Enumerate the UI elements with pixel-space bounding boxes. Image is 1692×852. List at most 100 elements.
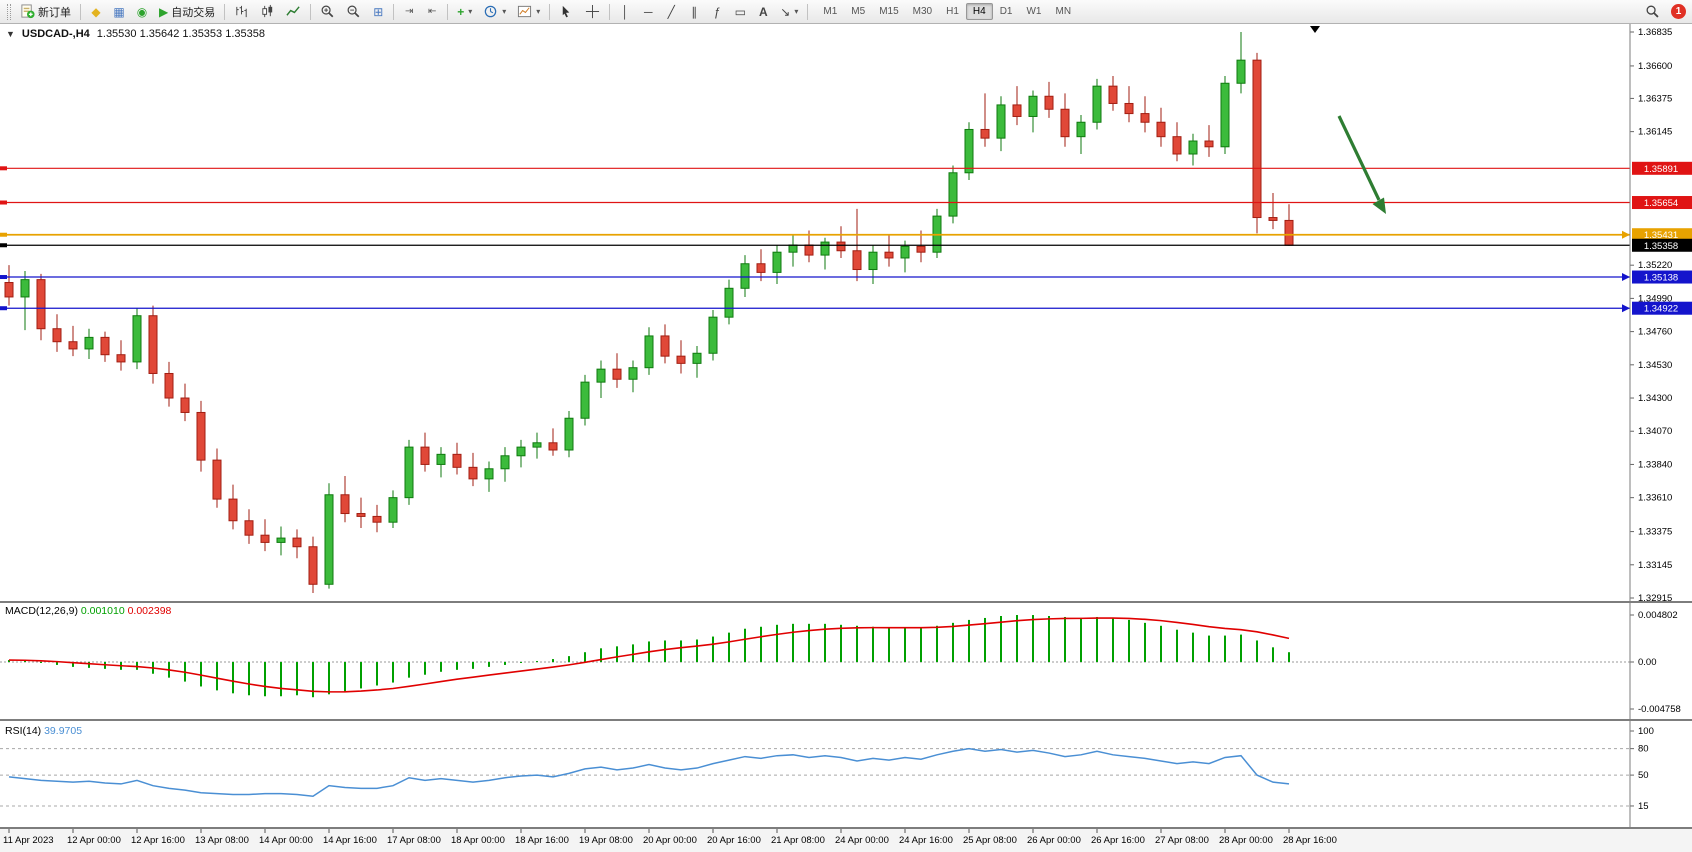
timeframe-mn-button[interactable]: MN — [1055, 6, 1072, 17]
horizontal-line-icon: ─ — [644, 4, 653, 19]
cursor-icon — [563, 5, 570, 18]
svg-text:28 Apr 16:00: 28 Apr 16:00 — [1283, 835, 1337, 846]
zoom-out-icon — [347, 5, 360, 18]
toolbar-separator — [224, 3, 226, 20]
horizontal-line-button[interactable]: ─ — [637, 2, 659, 22]
svg-text:1.34300: 1.34300 — [1638, 393, 1672, 404]
arrow-annotation[interactable] — [1337, 115, 1386, 214]
svg-text:24 Apr 16:00: 24 Apr 16:00 — [899, 835, 953, 846]
svg-text:1.33145: 1.33145 — [1638, 560, 1672, 571]
svg-text:1.34760: 1.34760 — [1638, 327, 1672, 338]
timeframe-m30-button[interactable]: M30 — [912, 6, 933, 17]
shapes-button[interactable]: ▭ — [729, 2, 751, 22]
candlestick-chart-button[interactable] — [255, 2, 280, 22]
shapes-icon: ▭ — [734, 4, 746, 19]
chart-shift-marker[interactable] — [1310, 26, 1320, 33]
timeframe-h1-button[interactable]: H1 — [946, 6, 959, 17]
autotrading-button[interactable]: ▶ 自动交易 — [154, 2, 220, 22]
hline-1.35431[interactable]: 1.35431 — [0, 228, 1692, 242]
tile-windows-button[interactable]: ⊞ — [367, 2, 389, 22]
toolbar-separator — [609, 3, 611, 20]
svg-text:1.36375: 1.36375 — [1638, 93, 1672, 104]
bar-chart-icon — [236, 5, 247, 18]
clock-icon — [485, 5, 497, 18]
timeframe-m1-button[interactable]: M1 — [823, 6, 838, 17]
arrows-tool-button[interactable]: ↘ ▾ — [775, 2, 803, 22]
zoom-in-icon — [321, 5, 334, 18]
crosshair-button[interactable] — [580, 2, 605, 22]
new-order-icon — [21, 4, 35, 19]
text-tool-button[interactable]: A — [752, 2, 774, 22]
timeframe-w1-button[interactable]: W1 — [1026, 6, 1042, 17]
svg-text:0.00: 0.00 — [1638, 657, 1657, 668]
channel-button[interactable]: ∥ — [683, 2, 705, 22]
data-window-button[interactable]: ▦ — [108, 2, 130, 22]
chevron-down-icon: ▾ — [468, 7, 473, 16]
zoom-out-button[interactable] — [341, 2, 366, 22]
autotrading-label: 自动交易 — [171, 6, 216, 19]
toolbar-separator — [447, 3, 449, 20]
zoom-in-button[interactable] — [315, 2, 340, 22]
hline-1.35654[interactable]: 1.35654 — [0, 196, 1692, 210]
svg-text:11 Apr 2023: 11 Apr 2023 — [3, 835, 54, 846]
svg-text:1.36145: 1.36145 — [1638, 127, 1672, 138]
text-tool-icon: A — [758, 4, 768, 19]
toolbar-grip[interactable] — [7, 3, 11, 20]
vertical-line-button[interactable]: │ — [614, 2, 636, 22]
svg-text:-0.004758: -0.004758 — [1638, 704, 1681, 715]
vertical-line-icon: │ — [621, 4, 630, 19]
chevron-down-icon: ▾ — [794, 7, 799, 16]
notification-badge[interactable]: 1 — [1671, 4, 1686, 19]
fibonacci-button[interactable]: ƒ — [706, 2, 728, 22]
timeframe-d1-button[interactable]: D1 — [999, 6, 1013, 17]
svg-text:1.35220: 1.35220 — [1638, 260, 1672, 271]
svg-text:12 Apr 16:00: 12 Apr 16:00 — [131, 835, 185, 846]
autotrading-icon: ▶ — [159, 4, 169, 19]
svg-text:26 Apr 16:00: 26 Apr 16:00 — [1091, 835, 1145, 846]
fibonacci-icon: ƒ — [713, 4, 721, 19]
svg-text:1.36835: 1.36835 — [1638, 27, 1672, 38]
auto-scroll-button[interactable]: ⇥ — [398, 2, 420, 22]
svg-text:100: 100 — [1638, 726, 1654, 737]
toolbar-separator — [80, 3, 81, 20]
search-button[interactable] — [1640, 2, 1665, 22]
hline-1.35358[interactable]: 1.35358 — [0, 238, 1692, 252]
time-axis[interactable]: 11 Apr 2023 12 Apr 00:00 12 Apr 16:00 13 Ap… — [3, 829, 1337, 846]
periods-button[interactable]: ▾ — [478, 2, 511, 22]
chart-profiles-button[interactable]: ◆ — [85, 2, 107, 22]
search-icon — [1646, 5, 1659, 18]
svg-text:18 Apr 00:00: 18 Apr 00:00 — [451, 835, 505, 846]
timeframe-h4-button[interactable]: H4 — [965, 3, 993, 20]
svg-text:80: 80 — [1638, 744, 1649, 755]
bar-chart-button[interactable] — [229, 2, 254, 22]
chevron-down-icon: ▾ — [536, 7, 541, 16]
svg-text:1.33840: 1.33840 — [1638, 459, 1672, 470]
svg-text:50: 50 — [1638, 770, 1649, 781]
svg-text:1.34922: 1.34922 — [1644, 304, 1678, 315]
svg-text:1.32915: 1.32915 — [1638, 593, 1672, 604]
svg-text:1.33375: 1.33375 — [1638, 527, 1672, 538]
svg-text:20 Apr 00:00: 20 Apr 00:00 — [643, 835, 697, 846]
timeframe-m5-button[interactable]: M5 — [851, 6, 866, 17]
channel-icon: ∥ — [691, 4, 698, 19]
line-chart-icon — [286, 6, 300, 16]
chart-window: 1.35891 1.35654 1.35431 1.35358 1.35138 1.349… — [0, 24, 1692, 852]
auto-scroll-icon: ⇥ — [405, 5, 414, 17]
templates-button[interactable]: ▾ — [512, 2, 545, 22]
hline-1.35891[interactable]: 1.35891 — [0, 161, 1692, 175]
chart-shift-button[interactable]: ⇤ — [421, 2, 443, 22]
indicators-button[interactable]: + ▾ — [452, 2, 477, 22]
new-order-button[interactable]: 新订单 — [15, 2, 76, 22]
refresh-button[interactable]: ◉ — [131, 2, 153, 22]
line-chart-button[interactable] — [281, 2, 306, 22]
toolbar: 新订单 ◆ ▦ ◉ ▶ 自动交易 — [0, 0, 1692, 24]
svg-text:1.35654: 1.35654 — [1644, 198, 1678, 209]
hline-1.35138[interactable]: 1.35138 — [0, 270, 1692, 284]
cursor-button[interactable] — [554, 2, 579, 22]
trendline-button[interactable]: ╱ — [660, 2, 682, 22]
hline-1.34922[interactable]: 1.34922 — [0, 301, 1692, 315]
svg-text:25 Apr 08:00: 25 Apr 08:00 — [963, 835, 1017, 846]
timeframe-m15-button[interactable]: M15 — [879, 6, 899, 17]
svg-text:1.34070: 1.34070 — [1638, 426, 1672, 437]
